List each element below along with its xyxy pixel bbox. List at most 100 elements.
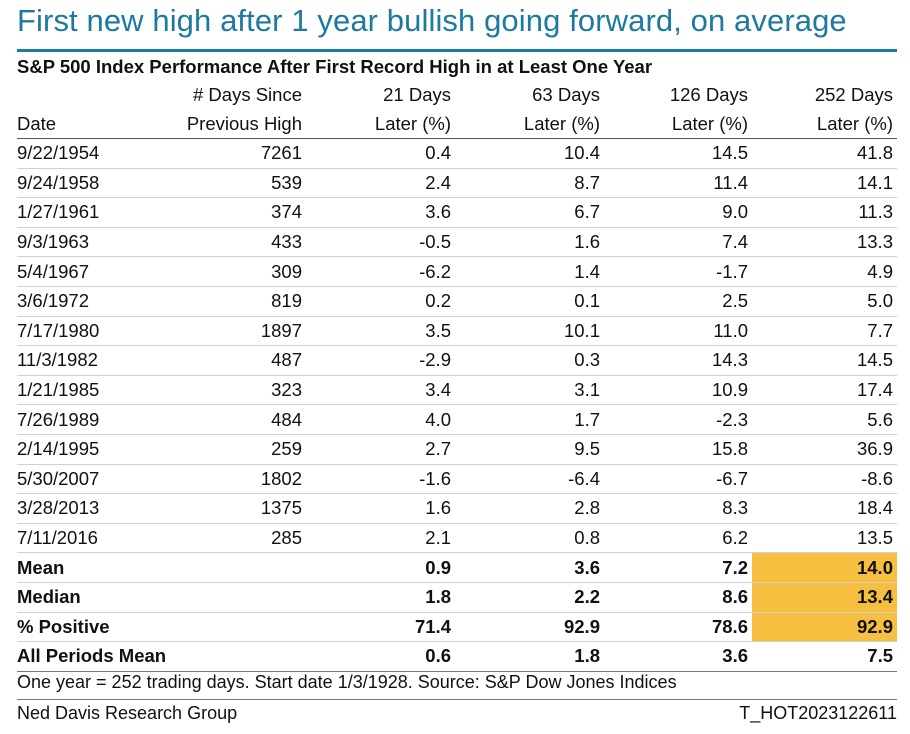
value-cell: 2.4 — [306, 168, 455, 199]
value-cell: 7261 — [157, 138, 306, 169]
summary-value-cell: 78.6 — [604, 612, 752, 643]
summary-value-cell: 0.9 — [306, 552, 455, 583]
value-cell: 1375 — [157, 493, 306, 524]
value-cell: 10.9 — [604, 375, 752, 406]
highlighted-value-cell: 13.4 — [752, 582, 897, 613]
value-cell: 1897 — [157, 316, 306, 347]
value-cell: 9.5 — [455, 434, 604, 465]
value-cell: 14.5 — [604, 138, 752, 169]
value-cell: 9.0 — [604, 197, 752, 228]
date-cell: 1/27/1961 — [17, 197, 157, 228]
value-cell: 8.3 — [604, 493, 752, 524]
date-cell: 7/11/2016 — [17, 523, 157, 554]
value-cell: 0.4 — [306, 138, 455, 169]
summary-value-cell: 3.6 — [604, 641, 752, 672]
summary-value-cell: 3.6 — [455, 552, 604, 583]
table-row: 3/28/2013 1375 1.6 2.8 8.3 18.4 — [17, 493, 897, 524]
source-credit: Ned Davis Research Group — [17, 703, 238, 723]
col-4-header-line1: 126 Days — [669, 84, 748, 105]
table-row: 3/6/1972 819 0.2 0.1 2.5 5.0 — [17, 286, 897, 317]
col-1-header-line1: # Days Since — [193, 84, 302, 105]
value-cell: 1.4 — [455, 256, 604, 287]
value-cell: 1802 — [157, 464, 306, 495]
date-cell: 9/3/1963 — [17, 227, 157, 258]
value-cell: 0.3 — [455, 345, 604, 376]
table-row: 5/30/2007 1802 -1.6 -6.4 -6.7 -8.6 — [17, 464, 897, 495]
date-cell: 1/21/1985 — [17, 375, 157, 406]
table-body: 9/22/1954 7261 0.4 10.4 14.5 41.8 9/24/1958 539… — [17, 138, 897, 672]
summary-row: Median 1.8 2.2 8.6 13.4 — [17, 582, 897, 613]
value-cell: 14.1 — [752, 168, 897, 199]
value-cell: -1.6 — [306, 464, 455, 495]
summary-value-cell: 2.2 — [455, 582, 604, 613]
value-cell: -2.9 — [306, 345, 455, 376]
value-cell: 1.6 — [306, 493, 455, 524]
value-cell: 17.4 — [752, 375, 897, 406]
headline: First new high after 1 year bullish goin… — [17, 3, 847, 38]
col-0-header-line2: Date — [17, 109, 157, 139]
col-5-header-line1: 252 Days — [814, 84, 893, 105]
value-cell: 0.8 — [455, 523, 604, 554]
summary-value-cell: 71.4 — [306, 612, 455, 643]
date-cell: 9/22/1954 — [17, 138, 157, 169]
value-cell: 3.6 — [306, 197, 455, 228]
header-row-bottom: Date Previous High Later (%) Later (%) L… — [17, 109, 897, 139]
value-cell: -8.6 — [752, 464, 897, 495]
value-cell: 539 — [157, 168, 306, 199]
value-cell: 1.7 — [455, 404, 604, 435]
value-cell: -0.5 — [306, 227, 455, 258]
value-cell: 13.3 — [752, 227, 897, 258]
value-cell: -6.7 — [604, 464, 752, 495]
summary-value-cell: 92.9 — [455, 612, 604, 643]
value-cell: 15.8 — [604, 434, 752, 465]
value-cell: 10.1 — [455, 316, 604, 347]
value-cell: 433 — [157, 227, 306, 258]
summary-label: Median — [17, 582, 157, 613]
value-cell: 309 — [157, 256, 306, 287]
summary-value-cell: 8.6 — [604, 582, 752, 613]
value-cell: -2.3 — [604, 404, 752, 435]
col-1-header-line2: Previous High — [157, 109, 306, 139]
highlighted-value-cell: 92.9 — [752, 612, 897, 643]
date-cell: 5/30/2007 — [17, 464, 157, 495]
col-5-header-line2: Later (%) — [752, 109, 897, 139]
table-row: 7/11/2016 285 2.1 0.8 6.2 13.5 — [17, 523, 897, 554]
footnote: One year = 252 trading days. Start date … — [17, 672, 677, 692]
value-cell: 2.7 — [306, 434, 455, 465]
summary-value-cell: 0.6 — [306, 641, 455, 672]
value-cell: 6.2 — [604, 523, 752, 554]
value-cell: 14.5 — [752, 345, 897, 376]
summary-label: % Positive — [17, 612, 157, 643]
value-cell: -6.2 — [306, 256, 455, 287]
value-cell: 0.2 — [306, 286, 455, 317]
value-cell: 10.4 — [455, 138, 604, 169]
table-row: 9/24/1958 539 2.4 8.7 11.4 14.1 — [17, 168, 897, 199]
summary-label: All Periods Mean — [17, 641, 166, 672]
value-cell: 4.9 — [752, 256, 897, 287]
summary-value-cell: 7.2 — [604, 552, 752, 583]
value-cell: 5.0 — [752, 286, 897, 317]
performance-table: # Days Since 21 Days 63 Days 126 Days 25… — [17, 80, 897, 672]
value-cell: 4.0 — [306, 404, 455, 435]
value-cell: 2.1 — [306, 523, 455, 554]
value-cell: 18.4 — [752, 493, 897, 524]
value-cell: 3.1 — [455, 375, 604, 406]
value-cell: 259 — [157, 434, 306, 465]
value-cell: -6.4 — [455, 464, 604, 495]
header-row-top: # Days Since 21 Days 63 Days 126 Days 25… — [17, 80, 897, 109]
value-cell: 14.3 — [604, 345, 752, 376]
highlighted-value-cell: 14.0 — [752, 552, 897, 583]
col-3-header-line2: Later (%) — [455, 109, 604, 139]
date-cell: 3/28/2013 — [17, 493, 157, 524]
date-cell: 2/14/1995 — [17, 434, 157, 465]
summary-label: Mean — [17, 552, 157, 583]
summary-value-cell: 1.8 — [306, 582, 455, 613]
value-cell: 2.5 — [604, 286, 752, 317]
value-cell: 11.0 — [604, 316, 752, 347]
col-4-header-line2: Later (%) — [604, 109, 752, 139]
value-cell: 13.5 — [752, 523, 897, 554]
date-cell: 9/24/1958 — [17, 168, 157, 199]
value-cell: 3.4 — [306, 375, 455, 406]
footer-rule — [17, 699, 897, 700]
